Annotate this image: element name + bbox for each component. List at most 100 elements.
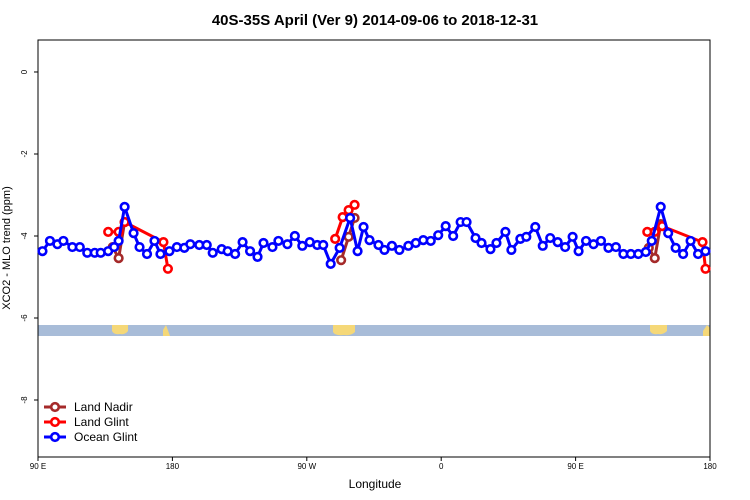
- y-tick-label: -8: [20, 396, 29, 404]
- point: [573, 246, 584, 257]
- point: [201, 239, 212, 251]
- point: [37, 246, 48, 257]
- x-axis-label: Longitude: [349, 477, 402, 491]
- point: [537, 240, 548, 251]
- land-blob: [163, 325, 170, 336]
- point: [500, 226, 511, 237]
- point: [128, 228, 139, 239]
- point: [364, 234, 375, 246]
- point: [640, 246, 651, 258]
- land-blob: [112, 325, 128, 335]
- point: [476, 237, 487, 249]
- y-axis-label: XCO2 - MLO trend (ppm): [1, 186, 13, 309]
- point: [273, 235, 284, 247]
- point: [74, 241, 85, 253]
- x-tick-label: 90 E: [30, 462, 46, 471]
- point: [506, 244, 517, 256]
- point: [440, 221, 451, 232]
- point: [386, 240, 398, 251]
- point: [425, 235, 436, 247]
- point: [649, 253, 660, 264]
- series-line: [108, 203, 708, 270]
- point: [318, 239, 329, 251]
- point: [207, 247, 218, 258]
- point: [655, 201, 666, 212]
- land-blob: [650, 325, 667, 335]
- point: [334, 242, 345, 253]
- point: [345, 212, 356, 224]
- point: [552, 237, 563, 248]
- point: [134, 241, 145, 253]
- point: [336, 255, 347, 266]
- point: [521, 231, 532, 242]
- point: [394, 244, 405, 256]
- point: [282, 239, 293, 250]
- y-tick-label: -2: [20, 150, 29, 158]
- point: [267, 241, 278, 253]
- point: [352, 246, 363, 257]
- point: [700, 246, 711, 257]
- land-blob: [703, 325, 710, 336]
- point: [433, 230, 444, 241]
- point: [560, 241, 571, 253]
- point: [113, 235, 124, 247]
- legend-marker: [49, 416, 61, 428]
- point: [237, 237, 248, 248]
- point: [670, 242, 681, 253]
- point: [297, 240, 308, 251]
- x-tick-label: 180: [703, 462, 717, 471]
- point: [545, 232, 556, 244]
- x-tick-label: 0: [439, 462, 444, 471]
- y-tick-label: -6: [20, 314, 29, 322]
- point: [325, 258, 336, 269]
- point: [330, 233, 341, 244]
- point: [258, 237, 269, 249]
- point: [252, 251, 263, 263]
- land-blob: [333, 325, 355, 336]
- chart-title: 40S-35S April (Ver 9) 2014-09-06 to 2018…: [212, 12, 538, 29]
- x-tick-label: 180: [166, 462, 180, 471]
- y-tick-label: -4: [20, 232, 29, 240]
- point: [379, 244, 390, 256]
- point: [610, 241, 622, 253]
- point: [289, 230, 300, 242]
- point: [461, 216, 472, 228]
- point: [230, 248, 241, 260]
- point: [149, 235, 160, 247]
- point: [113, 253, 124, 264]
- point: [485, 244, 496, 255]
- point: [685, 235, 696, 247]
- point: [119, 201, 130, 212]
- point: [58, 235, 69, 247]
- point: [663, 228, 674, 239]
- point: [103, 226, 114, 237]
- point: [185, 239, 196, 250]
- point: [697, 237, 708, 248]
- y-tick-label: 0: [20, 69, 29, 74]
- point: [448, 230, 459, 242]
- point: [244, 246, 256, 257]
- x-tick-label: 90 E: [567, 462, 583, 471]
- x-tick-label: 90 W: [297, 462, 316, 471]
- point: [646, 235, 657, 247]
- legend-marker: [49, 401, 61, 413]
- legend-label: Ocean Glint: [74, 430, 138, 444]
- series-line: [41, 201, 707, 268]
- point: [700, 263, 711, 274]
- legend-label: Land Nadir: [74, 400, 133, 414]
- legend-marker: [49, 431, 61, 443]
- land-strip: [38, 325, 710, 336]
- legend-label: Land Glint: [74, 415, 129, 429]
- land-band: [38, 325, 710, 336]
- point: [491, 237, 502, 249]
- point: [162, 263, 174, 274]
- point: [595, 235, 607, 247]
- point: [530, 221, 541, 233]
- point: [567, 231, 578, 242]
- point: [349, 199, 360, 210]
- point: [155, 248, 166, 260]
- point: [141, 248, 153, 260]
- point: [678, 248, 689, 260]
- point: [164, 246, 175, 257]
